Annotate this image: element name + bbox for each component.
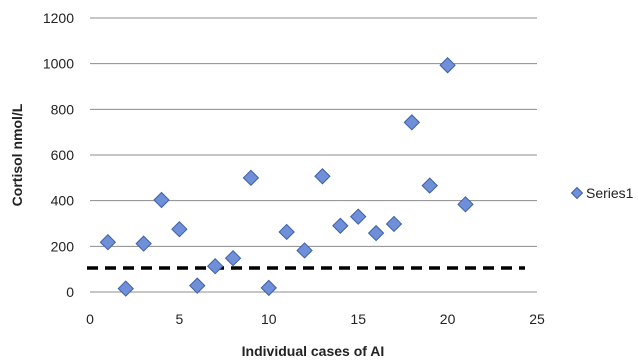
data-point-9 xyxy=(242,169,260,187)
data-point-8 xyxy=(224,249,242,267)
data-point-6 xyxy=(189,277,206,294)
x-tick-label-10: 10 xyxy=(261,311,277,327)
grid-lines xyxy=(90,17,537,293)
data-point-4 xyxy=(153,191,170,209)
x-axis-title: Individual cases of AI xyxy=(242,343,385,359)
data-point-17 xyxy=(385,215,403,233)
data-point-13 xyxy=(314,168,331,185)
x-tick-label-25: 25 xyxy=(529,311,545,327)
data-point-12 xyxy=(296,242,313,259)
y-axis-title: Cortisol nmol/L xyxy=(9,103,25,206)
y-tick-label-0: 0 xyxy=(66,284,74,300)
data-point-10 xyxy=(260,279,278,297)
data-point-2 xyxy=(117,280,134,297)
x-tick-label-5: 5 xyxy=(176,311,184,327)
y-tick-label-200: 200 xyxy=(51,238,75,254)
data-point-20 xyxy=(439,57,456,74)
y-tick-label-1000: 1000 xyxy=(43,56,74,72)
y-tick-label-400: 400 xyxy=(51,193,75,209)
data-point-1 xyxy=(99,234,117,251)
data-points xyxy=(99,57,474,297)
legend-label: Series1 xyxy=(586,185,634,201)
data-point-16 xyxy=(367,224,385,242)
data-point-11 xyxy=(278,223,295,241)
legend: Series1 xyxy=(570,185,634,201)
data-point-14 xyxy=(332,217,349,234)
data-point-21 xyxy=(457,196,474,213)
y-tick-labels: 0 200 400 600 800 1000 1200 xyxy=(43,10,74,300)
y-tick-label-800: 800 xyxy=(51,101,75,117)
x-tick-labels: 0 5 10 15 20 25 xyxy=(86,311,545,327)
data-point-7 xyxy=(206,257,224,275)
data-point-5 xyxy=(171,221,188,238)
data-point-15 xyxy=(349,208,367,225)
x-tick-label-0: 0 xyxy=(86,311,94,327)
y-tick-label-600: 600 xyxy=(51,147,75,163)
data-point-19 xyxy=(421,177,438,194)
legend-marker-diamond xyxy=(570,186,584,200)
x-tick-label-20: 20 xyxy=(440,311,456,327)
data-point-18 xyxy=(403,114,421,131)
data-point-3 xyxy=(135,235,152,252)
x-tick-label-15: 15 xyxy=(350,311,366,327)
y-tick-label-1200: 1200 xyxy=(43,10,74,26)
